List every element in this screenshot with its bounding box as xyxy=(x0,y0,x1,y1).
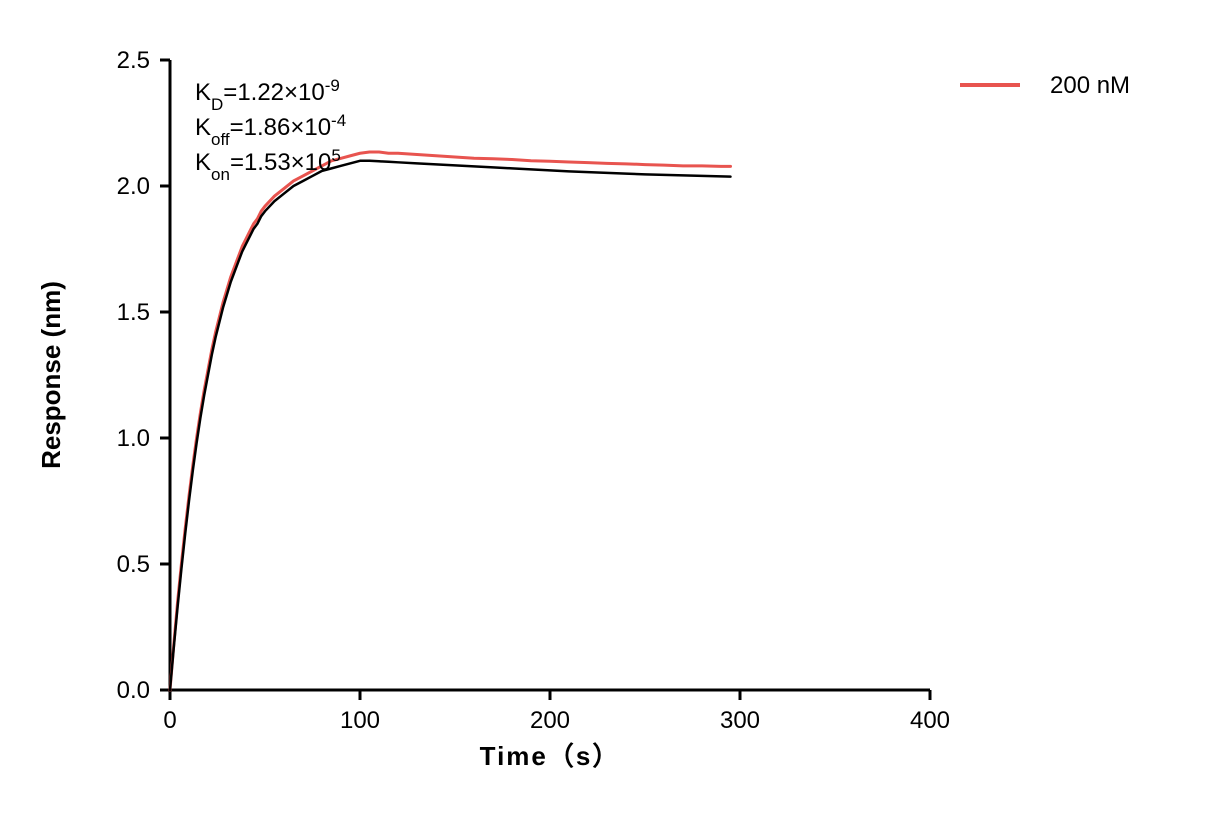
x-axis-title: Time（s） xyxy=(480,741,621,771)
y-tick-labels: 0.0 0.5 1.0 1.5 2.0 2.5 xyxy=(117,47,150,704)
y-axis-title: Response (nm) xyxy=(36,281,66,469)
x-tick-label: 200 xyxy=(530,707,570,734)
y-tick-label: 0.0 xyxy=(117,677,150,704)
y-tick-label: 2.0 xyxy=(117,173,150,200)
x-tick-label: 0 xyxy=(163,707,176,734)
x-tick-label: 100 xyxy=(340,707,380,734)
series-fit xyxy=(170,161,731,690)
annotation-text: Koff=1.86×10-4 xyxy=(195,111,346,149)
legend: 200 nM xyxy=(960,72,1130,99)
y-tick-label: 2.5 xyxy=(117,47,150,74)
binding-kinetics-chart: 0 100 200 300 400 0.0 0.5 1.0 1.5 2.0 2.5 Time（s）… xyxy=(0,0,1212,825)
y-tick-label: 1.5 xyxy=(117,299,150,326)
x-tick-label: 400 xyxy=(910,707,950,734)
kinetic-constants: KD=1.22×10-9Koff=1.86×10-4Kon=1.53×105 xyxy=(195,76,346,184)
y-tick-label: 1.0 xyxy=(117,425,150,452)
y-tick-label: 0.5 xyxy=(117,551,150,578)
annotation-text: KD=1.22×10-9 xyxy=(195,76,340,114)
x-tick-labels: 0 100 200 300 400 xyxy=(163,707,950,734)
series-200-nm xyxy=(170,152,731,690)
series-lines xyxy=(170,152,731,690)
x-tick-label: 300 xyxy=(720,707,760,734)
legend-label: 200 nM xyxy=(1050,72,1130,99)
annotation-text: Kon=1.53×105 xyxy=(195,146,341,184)
